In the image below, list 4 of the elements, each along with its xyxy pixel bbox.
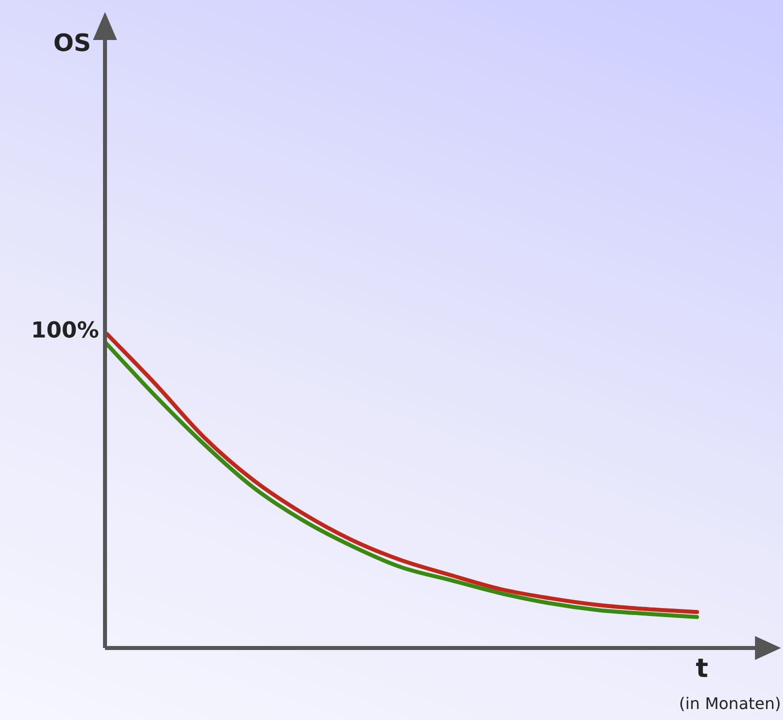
text: (in Monaten) — [679, 694, 781, 714]
x-axis-title: t — [696, 654, 708, 684]
text: 100% — [31, 318, 99, 344]
text: OS — [53, 29, 91, 58]
